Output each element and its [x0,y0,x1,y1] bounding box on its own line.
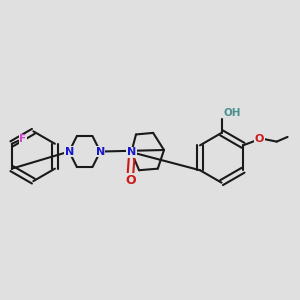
Text: O: O [125,174,136,187]
Text: OH: OH [223,108,241,118]
Text: N: N [64,147,74,157]
Text: N: N [127,147,136,157]
Text: O: O [255,134,264,144]
Text: N: N [96,147,105,157]
Text: F: F [19,134,26,144]
